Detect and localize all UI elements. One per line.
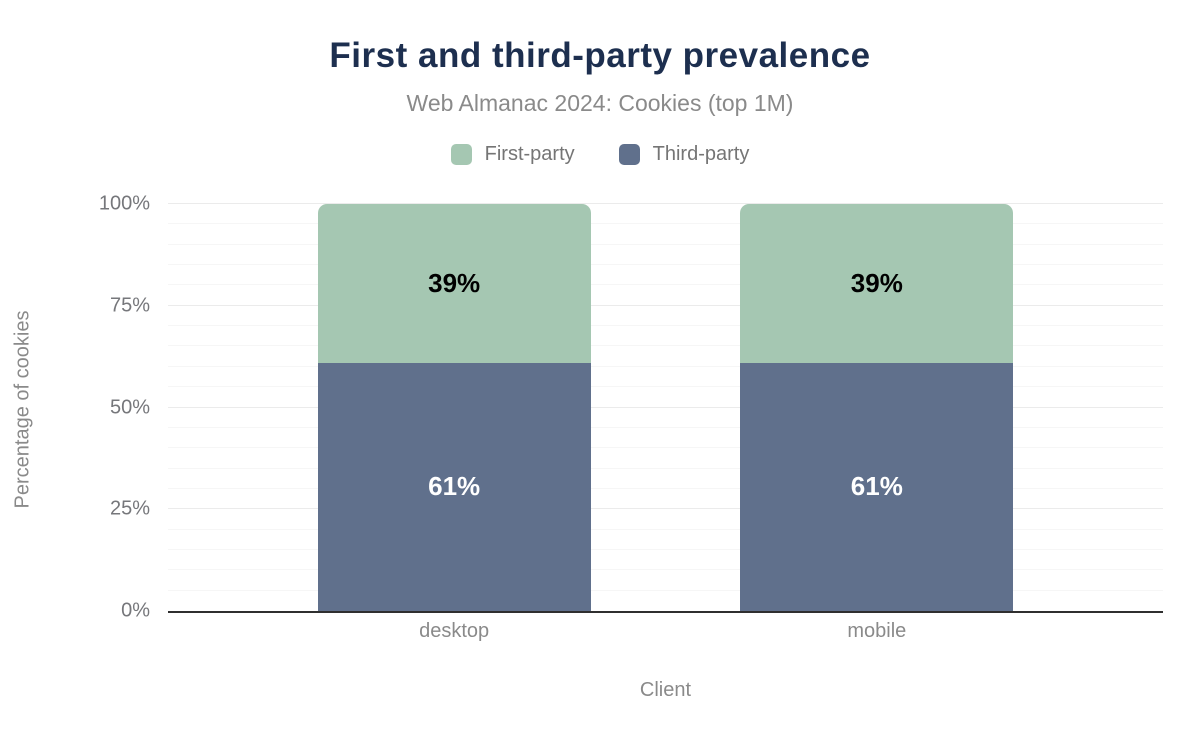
minor-gridline (168, 284, 1163, 286)
x-axis-labels: desktop mobile (168, 620, 1163, 643)
x-label-mobile: mobile (847, 620, 907, 642)
y-tick-label: 100% (98, 192, 150, 215)
bar-data-label: 61% (428, 471, 481, 502)
bar-data-label: 39% (428, 267, 481, 298)
bar-data-label: 61% (850, 471, 903, 502)
major-gridline (168, 406, 1163, 408)
legend-label: First-party (484, 143, 575, 165)
minor-gridline (168, 569, 1163, 571)
minor-gridline (168, 386, 1163, 388)
major-gridline (168, 304, 1163, 306)
minor-gridline (168, 467, 1163, 469)
y-tick-label: 0% (121, 599, 150, 622)
chart-title: First and third-party prevalence (329, 36, 871, 75)
minor-gridline (168, 264, 1163, 266)
x-label-desktop: desktop (419, 620, 490, 642)
minor-gridline (168, 589, 1163, 591)
bar-segment-desktop-first-party[interactable]: 39% (317, 204, 591, 363)
minor-gridline (168, 487, 1163, 489)
minor-gridline (168, 223, 1163, 225)
y-tick-label: 25% (109, 497, 150, 520)
minor-gridline (168, 365, 1163, 367)
legend-label: Third-party (652, 143, 750, 165)
bar-mobile[interactable]: 39% 61% (740, 204, 1014, 611)
legend: First-party Third-party (0, 143, 1200, 166)
chart-subtitle: Web Almanac 2024: Cookies (top 1M) (406, 90, 794, 116)
minor-gridline (168, 426, 1163, 428)
bar-desktop[interactable]: 39% 61% (317, 204, 591, 611)
minor-gridline (168, 345, 1163, 347)
bars-group: 39% 61% 39% 61% (168, 204, 1163, 611)
y-axis-ticks: 0% 25% 50% 75% 100% (0, 193, 160, 622)
x-axis-title: Client (639, 679, 692, 701)
legend-swatch-icon (450, 144, 472, 165)
major-gridline (168, 508, 1163, 510)
minor-gridline (168, 325, 1163, 327)
bar-segment-desktop-third-party[interactable]: 61% (317, 362, 591, 611)
bar-segment-mobile-first-party[interactable]: 39% (740, 204, 1014, 363)
legend-item-first-party[interactable]: First-party (450, 143, 575, 166)
minor-gridline (168, 447, 1163, 449)
x-axis-line (168, 611, 1163, 613)
legend-item-third-party[interactable]: Third-party (618, 143, 750, 166)
y-tick-label: 50% (109, 396, 150, 418)
minor-gridline (168, 528, 1163, 530)
minor-gridline (168, 548, 1163, 550)
bar-data-label: 39% (850, 267, 903, 298)
y-tick-label: 75% (109, 294, 150, 317)
bar-segment-mobile-third-party[interactable]: 61% (740, 362, 1014, 611)
legend-swatch-icon (618, 144, 640, 165)
minor-gridline (168, 243, 1163, 245)
major-gridline (168, 203, 1163, 204)
plot-area: 39% 61% 39% 61% (168, 203, 1163, 613)
